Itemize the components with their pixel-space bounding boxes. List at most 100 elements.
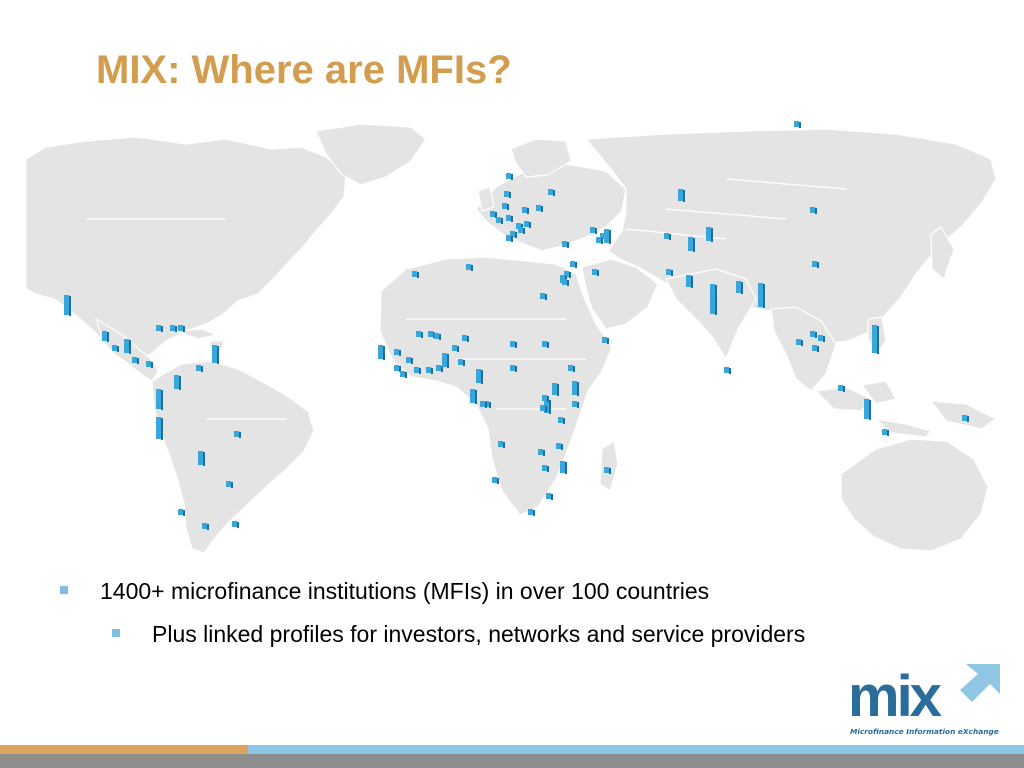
mfi-marker-shadow: [799, 122, 801, 128]
mfi-marker: [522, 207, 527, 213]
mfi-marker: [146, 361, 151, 367]
mfi-marker: [564, 271, 569, 277]
mfi-marker-shadow: [601, 238, 603, 244]
mfi-marker: [414, 367, 419, 373]
mfi-marker-shadow: [441, 366, 443, 372]
mfi-marker-shadow: [595, 228, 597, 234]
mfi-marker: [838, 385, 843, 391]
africa-landmass: [379, 256, 613, 516]
mfi-marker: [872, 325, 877, 353]
mfi-marker: [812, 261, 817, 267]
mfi-marker-shadow: [967, 416, 969, 422]
mfi-marker: [724, 367, 729, 373]
mfi-marker-shadow: [175, 326, 177, 332]
mfi-marker-shadow: [503, 442, 505, 448]
mfi-marker-shadow: [207, 524, 209, 530]
mfi-marker-shadow: [545, 294, 547, 300]
mfi-marker: [496, 217, 501, 223]
bullet-text: 1400+ microfinance institutions (MFIs) i…: [100, 578, 710, 604]
mfi-marker: [962, 415, 967, 421]
square-bullet-icon: [112, 628, 120, 637]
mfi-marker: [810, 207, 815, 213]
indonesia-islands: [815, 380, 932, 438]
mfi-marker: [198, 451, 203, 465]
mfi-marker: [178, 325, 183, 331]
mfi-marker-shadow: [887, 430, 889, 436]
mfi-marker: [174, 375, 179, 389]
mfi-marker: [794, 121, 799, 127]
mfi-marker: [436, 365, 441, 371]
mfi-marker-shadow: [877, 326, 879, 354]
mfi-marker: [412, 271, 417, 277]
mfi-marker: [406, 357, 411, 363]
mfi-marker: [664, 233, 669, 239]
mfi-marker-shadow: [511, 174, 513, 180]
mfi-marker: [170, 325, 175, 331]
mfi-marker: [542, 465, 547, 471]
mfi-marker-shadow: [399, 366, 401, 372]
mfi-marker-shadow: [467, 336, 469, 342]
mfi-marker-shadow: [567, 242, 569, 248]
mfi-marker-shadow: [107, 332, 109, 342]
mfi-marker: [688, 237, 693, 251]
mfi-marker-shadow: [179, 376, 181, 390]
mfi-marker: [538, 449, 543, 455]
mfi-marker: [64, 295, 69, 315]
bullet-item-level-1: 1400+ microfinance institutions (MFIs) i…: [60, 578, 709, 605]
mfi-marker-shadow: [843, 386, 845, 392]
mfi-marker: [234, 431, 239, 437]
mfi-marker-shadow: [669, 234, 671, 240]
australia-landmass: [840, 438, 989, 552]
mfi-marker-shadow: [511, 236, 513, 242]
mfi-marker: [394, 365, 399, 371]
logo-arrow-icon: [960, 664, 1000, 702]
mfi-marker-shadow: [237, 522, 239, 528]
mfi-marker: [426, 367, 431, 373]
mfi-marker-shadow: [577, 382, 579, 396]
mfi-marker-shadow: [763, 284, 765, 308]
greenland-landmass: [315, 123, 427, 186]
mfi-marker-shadow: [515, 232, 517, 238]
british-isles-landmass: [477, 186, 495, 212]
mfi-marker: [796, 339, 801, 345]
mfi-marker-shadow: [489, 402, 491, 408]
mfi-marker-shadow: [511, 216, 513, 222]
mfi-marker: [590, 227, 595, 233]
mfi-marker-shadow: [501, 218, 503, 224]
mfi-marker: [378, 345, 383, 359]
mfi-marker-shadow: [815, 332, 817, 338]
mfi-marker: [810, 331, 815, 337]
mfi-marker-shadow: [817, 262, 819, 268]
south-america-landmass: [151, 360, 315, 554]
mfi-marker-shadow: [203, 452, 205, 466]
mfi-marker: [540, 405, 545, 411]
mfi-marker-shadow: [417, 272, 419, 278]
mfi-marker: [560, 461, 565, 473]
slide-title: MIX: Where are MFIs?: [96, 48, 512, 92]
mfi-marker-shadow: [607, 338, 609, 344]
square-bullet-icon: [60, 585, 68, 594]
mfi-marker: [394, 349, 399, 355]
mfi-marker-shadow: [551, 494, 553, 500]
mfi-marker-shadow: [495, 212, 497, 218]
mfi-marker: [678, 189, 683, 201]
mfi-marker-shadow: [399, 350, 401, 356]
mfi-marker: [864, 399, 869, 419]
mfi-marker: [546, 493, 551, 499]
mfi-marker: [452, 345, 457, 351]
mfi-marker: [480, 401, 485, 407]
mfi-marker: [516, 223, 521, 229]
mfi-marker: [882, 429, 887, 435]
logo-wordmark: mix: [848, 664, 942, 729]
mfi-marker-shadow: [383, 346, 385, 360]
mfi-marker: [706, 227, 711, 241]
mfi-marker-shadow: [217, 346, 219, 364]
mfi-marker-shadow: [869, 400, 871, 420]
mfi-marker: [510, 365, 515, 371]
logo-tagline: Microfinance Information eXchange: [850, 727, 999, 736]
mfi-marker: [572, 401, 577, 407]
mix-logo: mix: [848, 664, 1000, 729]
mfi-marker: [542, 395, 547, 401]
mfi-marker-shadow: [547, 396, 549, 402]
mfi-marker: [124, 339, 129, 353]
